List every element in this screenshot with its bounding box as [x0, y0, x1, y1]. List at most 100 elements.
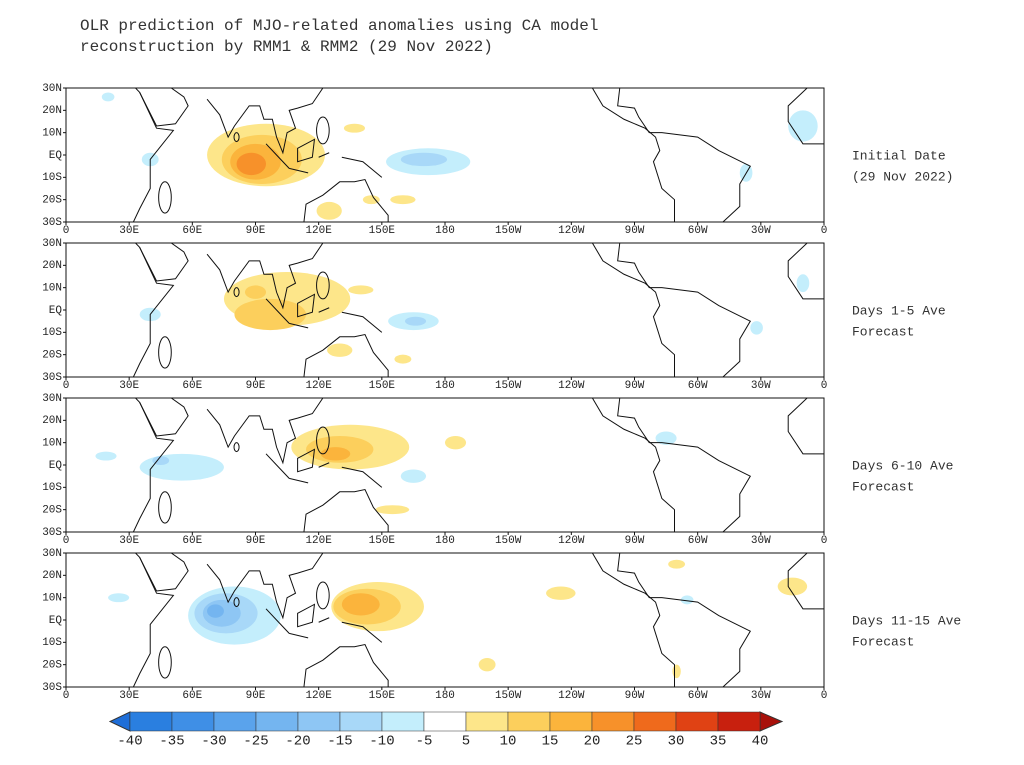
lat-label: 10S — [42, 482, 62, 494]
lat-label: 10N — [42, 438, 62, 450]
anomaly-contour — [236, 152, 267, 176]
lat-label: 20N — [42, 105, 62, 117]
anomaly-contour — [445, 435, 467, 450]
lon-label: 0 — [821, 225, 828, 237]
lon-label: 120E — [305, 690, 332, 702]
lon-label: 60W — [688, 380, 708, 392]
lat-label: 10N — [42, 283, 62, 295]
lat-label: 10S — [42, 327, 62, 339]
anomaly-contour — [400, 152, 448, 167]
lon-label: 120E — [305, 225, 332, 237]
anomaly-contour — [320, 447, 351, 461]
colorbar-label: -25 — [243, 734, 268, 750]
anomaly-contour — [546, 586, 576, 600]
lat-label: 10N — [42, 128, 62, 140]
lat-label: 30S — [42, 527, 62, 539]
lat-label: 20N — [42, 570, 62, 582]
lat-label: EQ — [49, 460, 63, 472]
lon-label: 30E — [119, 380, 139, 392]
anomaly-contour — [207, 604, 224, 618]
lon-label: 150W — [495, 380, 522, 392]
colorbar-label: 35 — [710, 734, 727, 750]
colorbar-arrow-low — [108, 711, 131, 732]
panel-label: Initial Date — [852, 148, 946, 163]
lon-label: 30W — [751, 535, 771, 547]
colorbar-box — [213, 711, 257, 732]
map-projection — [101, 88, 824, 222]
anomaly-contour — [777, 577, 808, 596]
anomaly-contour — [668, 559, 686, 569]
lon-label: 90W — [625, 535, 645, 547]
lat-label: EQ — [49, 615, 63, 627]
lat-label: 20S — [42, 505, 62, 517]
colorbar-label: 30 — [668, 734, 685, 750]
map-content — [132, 243, 824, 377]
colorbar-box — [465, 711, 509, 732]
colorbar-arrow-high — [759, 711, 784, 732]
lon-label: 30W — [751, 690, 771, 702]
lon-label: 90W — [625, 380, 645, 392]
lat-label: 30N — [42, 548, 62, 560]
map-frame — [65, 242, 825, 378]
colorbar-label: -20 — [285, 734, 310, 750]
colorbar-label: -15 — [327, 734, 352, 750]
panel-label: Forecast — [852, 324, 914, 339]
anomaly-contour — [404, 316, 427, 326]
colorbar-box — [297, 711, 341, 732]
colorbar-label: -35 — [159, 734, 184, 750]
colorbar: -40 -35 -30 -25 -20 -15 -10 -5 5 10 15 20 25 30 35 40 — [108, 711, 784, 750]
lon-label: 60E — [182, 535, 202, 547]
lon-label: 30E — [119, 690, 139, 702]
lon-label: 150W — [495, 690, 522, 702]
lat-label: 30S — [42, 217, 62, 229]
colorbar-label: 15 — [542, 734, 559, 750]
lon-label: 90W — [625, 690, 645, 702]
lon-label: 60E — [182, 380, 202, 392]
lon-label: 0 — [821, 380, 828, 392]
lat-label: 20S — [42, 195, 62, 207]
lon-label: 60W — [688, 225, 708, 237]
lat-label: 10S — [42, 172, 62, 184]
anomaly-contour — [394, 354, 412, 364]
lon-label: 120W — [558, 380, 585, 392]
colorbar-box — [423, 711, 467, 732]
lon-label: 30W — [751, 225, 771, 237]
lon-label: 90E — [246, 535, 266, 547]
map-projection — [108, 553, 824, 687]
lat-label: 30N — [42, 393, 62, 405]
anomaly-contour — [152, 456, 170, 465]
lon-label: 60E — [182, 225, 202, 237]
lon-label: 120W — [558, 690, 585, 702]
anomaly-contour — [108, 593, 130, 603]
lat-label: EQ — [49, 150, 63, 162]
colorbar-box — [675, 711, 719, 732]
anomaly-contour — [343, 123, 365, 133]
lon-label: 120E — [305, 535, 332, 547]
panel-label: Forecast — [852, 634, 914, 649]
title-line: reconstruction by RMM1 & RMM2 (29 Nov 20… — [80, 38, 493, 56]
lon-label: 60W — [688, 690, 708, 702]
anomaly-contour — [478, 657, 496, 672]
anomaly-contour — [244, 285, 267, 299]
lat-label: 20S — [42, 660, 62, 672]
lon-label: 90W — [625, 225, 645, 237]
anomaly-contour — [362, 195, 380, 205]
panel-label: Days 11-15 Ave — [852, 613, 961, 628]
lat-label: 10N — [42, 593, 62, 605]
colorbar-label: 10 — [500, 734, 517, 750]
colorbar-label: -5 — [416, 734, 433, 750]
lon-label: 0 — [63, 535, 70, 547]
anomaly-contour — [400, 469, 427, 483]
lon-label: 180 — [435, 380, 455, 392]
lon-label: 150E — [369, 225, 396, 237]
lon-label: 150W — [495, 225, 522, 237]
title-line: OLR prediction of MJO-related anomalies … — [80, 17, 598, 35]
lon-label: 30E — [119, 225, 139, 237]
colorbar-box — [171, 711, 215, 732]
lon-label: 90E — [246, 690, 266, 702]
anomaly-contour — [316, 201, 342, 220]
lon-label: 120E — [305, 380, 332, 392]
